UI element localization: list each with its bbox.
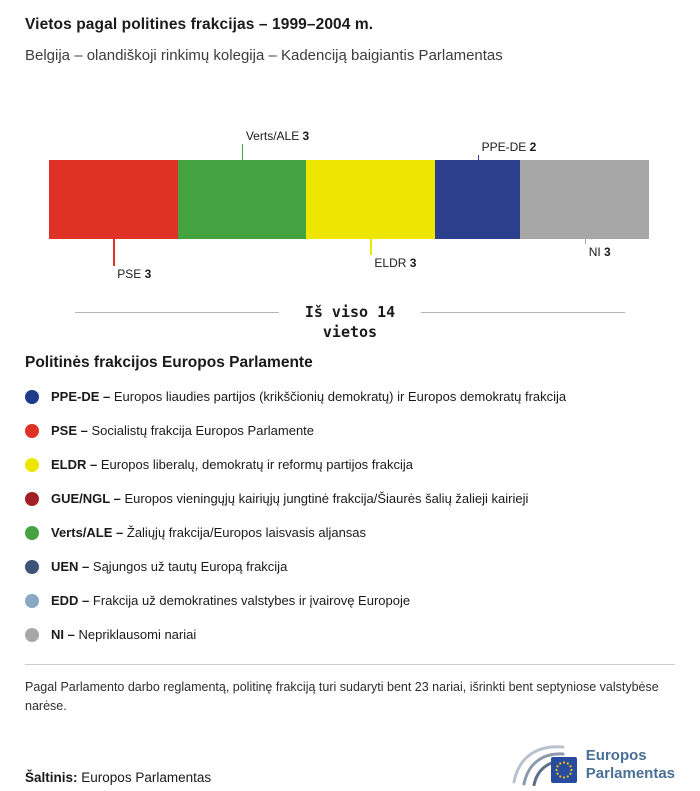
bar-callout-PPE-DE: PPE-DE 2 <box>477 139 537 160</box>
european-parliament-icon <box>511 740 579 791</box>
legend-item-pse: PSE – Socialistų frakcija Europos Parlam… <box>25 423 675 438</box>
legend-item-eldr: ELDR – Europos liberalų, demokratų ir re… <box>25 457 675 472</box>
legend-item-text: GUE/NGL – Europos vieningųjų kairiųjų ju… <box>51 491 529 506</box>
legend-item-text: EDD – Frakcija už demokratines valstybes… <box>51 593 411 608</box>
bar-callout-text: NI 3 <box>588 245 611 259</box>
bar-callout-text: PSE 3 <box>117 267 152 281</box>
connector-line <box>241 144 244 160</box>
legend-item-text: PSE – Socialistų frakcija Europos Parlam… <box>51 423 315 438</box>
legend-dot-icon <box>25 559 39 574</box>
legend-dot-icon <box>25 627 39 642</box>
divider-right <box>421 312 625 313</box>
page-subtitle: Belgija – olandiškoji rinkimų kolegija –… <box>25 47 503 64</box>
seats-chart: PSE 3 Verts/ALE 3 ELDR 3 PPE-DE 2 NI 3 <box>49 129 649 281</box>
footnote-divider <box>25 664 675 665</box>
legend-item-text: NI – Nepriklausomi nariai <box>51 627 197 642</box>
legend-dot-icon <box>25 457 39 472</box>
logo-line1: Europos <box>585 747 647 765</box>
legend-dot-icon <box>25 491 39 506</box>
bar-segment-ELDR <box>306 160 435 239</box>
stacked-bar: PSE 3 Verts/ALE 3 ELDR 3 PPE-DE 2 NI 3 <box>49 129 649 281</box>
bar-segment-NI <box>520 160 649 239</box>
source-line: Šaltinis: Europos Parlamentas <box>25 770 211 791</box>
bar-callout-text: PPE-DE 2 <box>481 140 537 154</box>
european-parliament-logo: Europos Parlamentas <box>511 740 675 791</box>
bar-segment-PSE <box>49 160 178 239</box>
legend-list: PPE-DE – Europos liaudies partijos (krik… <box>25 389 675 642</box>
legend-item-text: Verts/ALE – Žaliųjų frakcija/Europos lai… <box>51 525 367 540</box>
legend-item-vertsale: Verts/ALE – Žaliųjų frakcija/Europos lai… <box>25 525 675 540</box>
legend-item-ppede: PPE-DE – Europos liaudies partijos (krik… <box>25 389 675 404</box>
footer: Šaltinis: Europos Parlamentas <box>25 740 675 791</box>
connector-line <box>113 239 115 266</box>
footnote-text: Pagal Parlamento darbo reglamentą, polit… <box>25 680 659 713</box>
legend-item-guengl: GUE/NGL – Europos vieningųjų kairiųjų ju… <box>25 491 675 506</box>
legend-dot-icon <box>25 423 39 438</box>
legend-item-edd: EDD – Frakcija už demokratines valstybes… <box>25 593 675 608</box>
legend-item-uen: UEN – Sąjungos už tautų Europą frakcija <box>25 559 675 574</box>
total-label: Iš viso 14 vietos <box>305 303 395 342</box>
legend-item-text: ELDR – Europos liberalų, demokratų ir re… <box>51 457 413 472</box>
logo-line2: Parlamentas <box>585 765 675 782</box>
source-label: Šaltinis: <box>25 769 78 785</box>
connector-line <box>584 239 587 244</box>
bar-callout-NI: NI 3 <box>584 239 611 260</box>
bar-callout-PSE: PSE 3 <box>113 239 151 282</box>
bar-callout-ELDR: ELDR 3 <box>370 239 416 271</box>
bar-callout-text: ELDR 3 <box>374 256 417 270</box>
total-row: Iš viso 14 vietos <box>75 303 625 342</box>
connector-line <box>477 155 480 160</box>
bar-segment-Verts/ALE <box>177 160 307 239</box>
page-title: Vietos pagal politines frakcijas – 1999–… <box>25 16 374 33</box>
legend-title: Politinės frakcijos Europos Parlamente <box>25 354 313 371</box>
source-value: Europos Parlamentas <box>81 769 212 785</box>
bar-callout-Verts/ALE: Verts/ALE 3 <box>241 128 310 160</box>
legend-dot-icon <box>25 389 39 404</box>
legend-dot-icon <box>25 593 39 608</box>
legend-item-text: UEN – Sąjungos už tautų Europą frakcija <box>51 559 288 574</box>
divider-left <box>75 312 279 313</box>
legend-item-ni: NI – Nepriklausomi nariai <box>25 627 675 642</box>
legend-item-text: PPE-DE – Europos liaudies partijos (krik… <box>51 389 567 404</box>
connector-line <box>370 239 372 255</box>
logo-wordmark: Europos Parlamentas <box>586 747 675 782</box>
total-label-line1: Iš viso 14 <box>304 303 396 321</box>
legend-dot-icon <box>25 525 39 540</box>
total-label-line2: vietos <box>322 322 378 341</box>
bar-segment-PPE-DE <box>434 160 521 239</box>
bar-callout-text: Verts/ALE 3 <box>245 129 310 143</box>
